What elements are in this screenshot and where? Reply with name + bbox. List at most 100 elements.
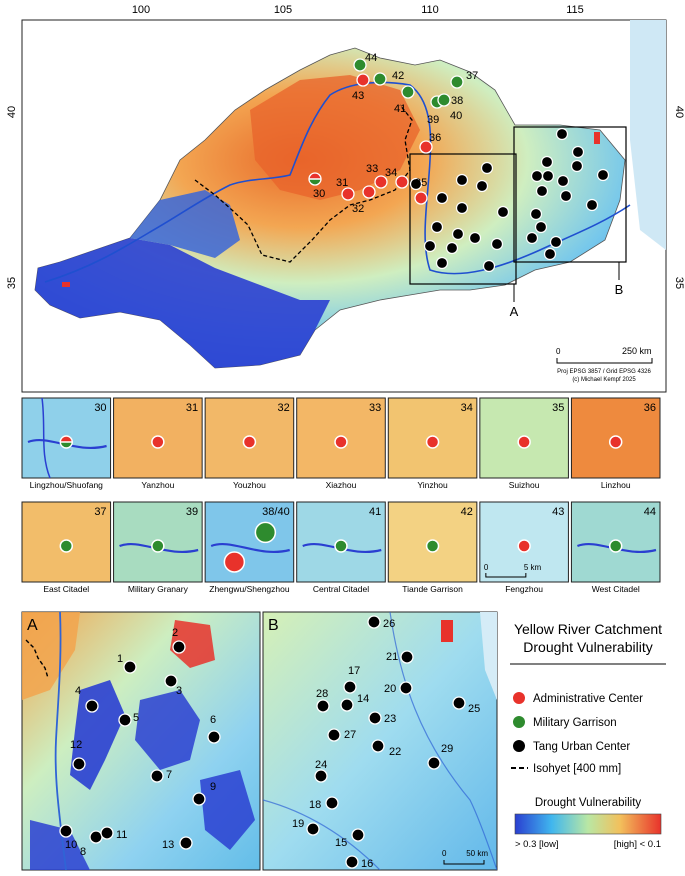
point-number: 27	[344, 729, 356, 741]
point-number: 17	[348, 665, 360, 677]
low-zone-south	[35, 238, 330, 368]
lat-label: 40	[673, 106, 685, 118]
main-admin-points	[308, 73, 433, 205]
red-patch	[62, 282, 70, 287]
urban-point	[150, 769, 164, 783]
inset-35: 35 Suizhou	[479, 397, 569, 490]
inset-name: West Citadel	[592, 584, 640, 594]
point-number: 12	[70, 739, 82, 751]
inset-number: 43	[552, 506, 564, 518]
urban-point	[427, 756, 441, 770]
urban-point	[343, 680, 357, 694]
point-number: 2	[172, 627, 178, 639]
urban-point	[423, 239, 437, 253]
point-number: 25	[468, 703, 480, 715]
legend-item-label: Administrative Center	[533, 693, 643, 705]
point-number: 14	[357, 693, 369, 705]
point-number: 13	[162, 839, 174, 851]
urban-point	[306, 822, 320, 836]
point-number: 37	[466, 70, 478, 82]
inset-name: Xiazhou	[326, 480, 357, 490]
military-point	[401, 85, 415, 99]
admin-point	[414, 191, 428, 205]
admin-point	[374, 175, 388, 189]
inset-number: 38/40	[262, 506, 290, 518]
scale-zero: 0	[556, 347, 561, 356]
urban-point	[549, 235, 563, 249]
inset-name: Yanzhou	[141, 480, 174, 490]
lon-label: 105	[274, 4, 292, 16]
urban-point	[207, 730, 221, 744]
inset-name: Fengzhou	[505, 584, 543, 594]
high-patch	[441, 620, 453, 642]
point-number: 6	[210, 714, 216, 726]
inset-military-marker	[608, 539, 623, 553]
urban-point	[541, 169, 555, 183]
low-zone	[200, 770, 255, 850]
urban-point	[435, 256, 449, 270]
panel-b-scale-bar: 0 50 km	[442, 849, 488, 865]
urban-point	[543, 247, 557, 261]
point-number: 28	[316, 688, 328, 700]
point-number: 41	[394, 103, 406, 115]
urban-point	[367, 615, 381, 629]
lat-label: 40	[6, 106, 18, 118]
point-number: 44	[365, 52, 377, 64]
urban-point	[475, 179, 489, 193]
urban-point	[327, 728, 341, 742]
inset-name: Youzhou	[233, 480, 266, 490]
point-number: 7	[166, 769, 172, 781]
inset-number: 36	[644, 402, 656, 414]
panel-b: B 14 15 16 17 18 19 20 21 22 23 24 25 26 27 28 29 0 50 …	[262, 611, 498, 871]
urban-point	[435, 191, 449, 205]
river	[389, 612, 497, 870]
urban-point	[118, 713, 132, 727]
admin-point	[395, 175, 409, 189]
ramp-high-label: [high] < 0.1	[614, 839, 661, 850]
urban-point	[490, 237, 504, 251]
inset-half-marker	[59, 435, 73, 449]
sea	[480, 612, 497, 700]
point-number: 9	[210, 781, 216, 793]
sea	[630, 20, 666, 250]
color-ramp	[514, 813, 662, 835]
scale-zero: 0	[484, 563, 489, 572]
inset-41: 41 Central Citadel	[296, 501, 386, 594]
inset-42: 42 Tiande Garrison	[387, 501, 478, 594]
inset-39: 39 Military Granary	[113, 501, 203, 594]
low-zone	[135, 690, 200, 770]
point-number: 5	[133, 712, 139, 724]
urban-point	[430, 220, 444, 234]
box-a	[409, 153, 517, 285]
panel-a-label: A	[27, 617, 38, 634]
inset-military-marker	[334, 539, 348, 553]
urban-point	[59, 824, 73, 838]
point-number: 35	[415, 177, 427, 189]
urban-point	[123, 660, 137, 674]
inset-33: 33 Xiazhou	[296, 397, 386, 490]
inset-name: East Citadel	[43, 584, 89, 594]
ramp-title: Drought Vulnerability	[535, 797, 642, 809]
inset-grid: 30 Lingzhou/Shuofang 31 Yanzhou 32 Youzhou 33 X…	[21, 397, 661, 594]
urban-point	[571, 145, 585, 159]
inset-43: 43 Fengzhou	[479, 501, 569, 594]
urban-point	[368, 711, 382, 725]
point-number: 34	[385, 167, 397, 179]
main-military-points	[353, 58, 464, 109]
legend-admin-swatch	[513, 692, 525, 704]
lat-labels-right: 40 35	[673, 106, 685, 289]
inset-number: 35	[552, 402, 564, 414]
inset-number: 34	[461, 402, 473, 414]
proj-line: Proj EPSG 3857 / Grid EPSG 4326	[557, 369, 651, 375]
legend-item-label: Isohyet [400 mm]	[533, 763, 621, 775]
lat-label: 35	[673, 277, 685, 289]
urban-point	[345, 855, 359, 869]
inset-name: Linzhou	[601, 480, 631, 490]
point-number: 39	[427, 114, 439, 126]
main-point-numbers: 30 31 32 33 34 35 36 43 37 38 39 40 41 4…	[313, 52, 478, 215]
urban-point	[525, 231, 539, 245]
inset-number: 30	[94, 402, 106, 414]
inset-admin-marker	[151, 435, 165, 449]
